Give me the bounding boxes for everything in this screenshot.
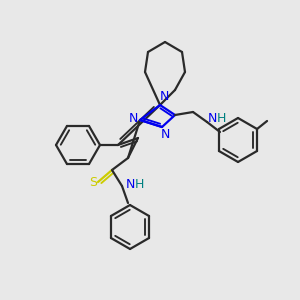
Text: N: N (125, 178, 135, 190)
Text: H: H (134, 178, 144, 190)
Text: N: N (159, 91, 169, 103)
Text: S: S (89, 176, 97, 188)
Text: N: N (160, 128, 170, 142)
Text: N: N (207, 112, 217, 125)
Text: N: N (128, 112, 138, 124)
Text: H: H (216, 112, 226, 125)
